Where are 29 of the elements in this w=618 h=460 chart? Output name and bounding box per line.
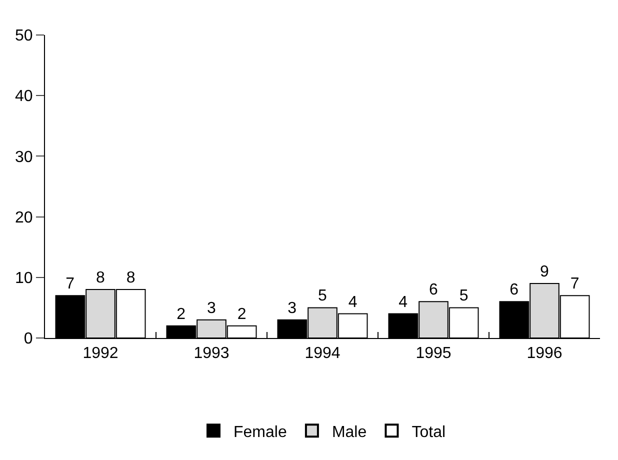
data-label: 4: [398, 294, 408, 311]
data-label: 2: [237, 306, 246, 323]
x-tick-label: 1993: [194, 345, 230, 362]
data-label: 3: [207, 300, 216, 317]
data-label: 7: [66, 276, 75, 293]
x-tick-label: 1995: [416, 345, 452, 362]
data-label: 9: [540, 263, 549, 280]
x-tick-label: 1994: [304, 345, 340, 362]
data-label: 5: [318, 288, 327, 305]
y-tick-label: 20: [15, 209, 33, 226]
data-label: 7: [570, 276, 580, 293]
x-tick-label: 1992: [82, 345, 118, 362]
data-label: 6: [429, 282, 438, 299]
data-label: 4: [348, 294, 358, 311]
data-label: 8: [126, 270, 136, 287]
data-label: 6: [510, 282, 519, 299]
y-tick-label: 50: [15, 28, 33, 45]
data-label: 8: [96, 270, 105, 287]
legend-label: Female: [234, 424, 287, 441]
y-tick-label: 10: [15, 270, 33, 287]
data-label: 3: [288, 300, 297, 317]
legend-label: Male: [332, 424, 367, 441]
data-label: 2: [176, 306, 186, 323]
y-tick-label: 30: [15, 148, 33, 166]
x-tick-label: 1996: [526, 345, 562, 362]
legend-label: Total: [412, 424, 446, 441]
data-label: 5: [459, 288, 468, 305]
y-tick-label: 0: [24, 330, 33, 348]
y-tick-label: 40: [15, 88, 33, 106]
